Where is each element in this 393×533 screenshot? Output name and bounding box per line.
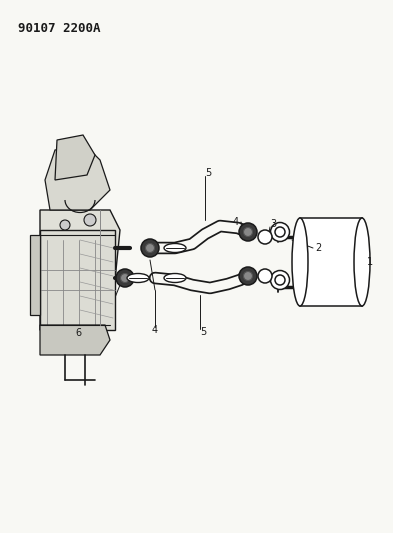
Text: 90107 2200A: 90107 2200A — [18, 22, 101, 35]
Circle shape — [239, 267, 257, 285]
Circle shape — [244, 271, 252, 280]
Ellipse shape — [127, 273, 149, 282]
Ellipse shape — [164, 273, 186, 282]
Circle shape — [84, 214, 96, 226]
Circle shape — [258, 269, 272, 283]
Text: 1: 1 — [367, 257, 373, 267]
Polygon shape — [30, 235, 40, 315]
Bar — [40, 230, 115, 330]
Circle shape — [60, 220, 70, 230]
Text: 5: 5 — [205, 168, 211, 178]
Text: 6: 6 — [75, 328, 81, 338]
Circle shape — [275, 275, 285, 285]
Circle shape — [275, 227, 285, 237]
Text: 4: 4 — [152, 325, 158, 335]
Circle shape — [244, 228, 252, 237]
Circle shape — [121, 273, 130, 282]
Polygon shape — [40, 210, 120, 330]
Circle shape — [270, 222, 290, 241]
Text: 3: 3 — [270, 219, 276, 229]
Text: 5: 5 — [200, 327, 206, 337]
Bar — [300, 218, 362, 306]
Polygon shape — [40, 325, 110, 355]
Circle shape — [270, 271, 290, 289]
Circle shape — [258, 230, 272, 244]
Circle shape — [141, 239, 159, 257]
Text: 2: 2 — [315, 243, 321, 253]
Ellipse shape — [164, 244, 186, 253]
Polygon shape — [55, 135, 95, 180]
Circle shape — [145, 244, 154, 253]
Text: 4: 4 — [233, 217, 239, 227]
Circle shape — [239, 223, 257, 241]
Polygon shape — [45, 145, 110, 210]
Ellipse shape — [354, 218, 370, 306]
Ellipse shape — [292, 218, 308, 306]
Circle shape — [116, 269, 134, 287]
